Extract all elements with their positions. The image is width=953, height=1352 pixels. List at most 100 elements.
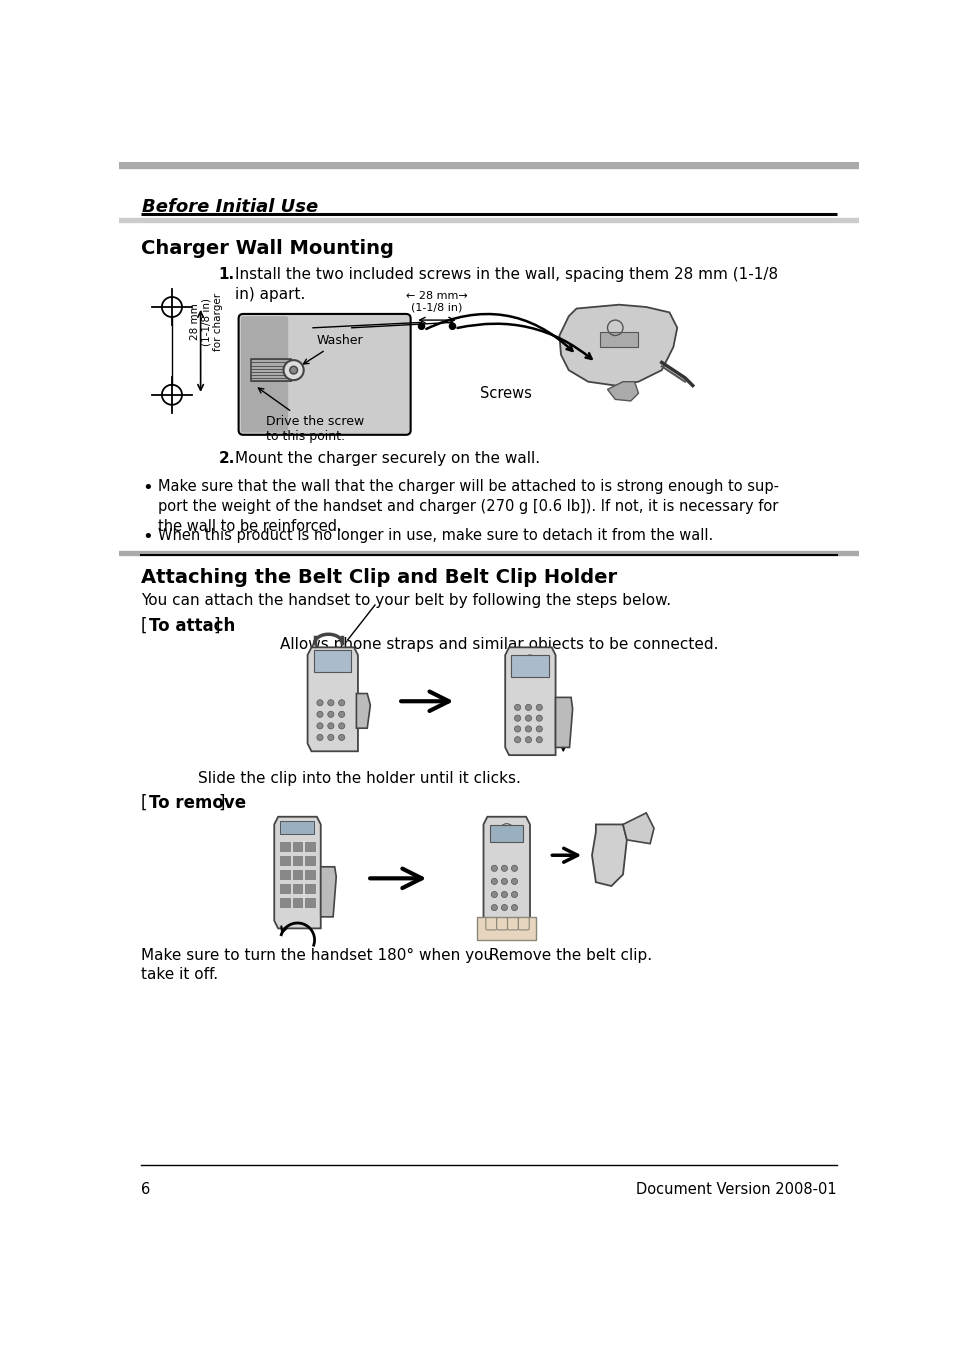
Text: Remove the belt clip.: Remove the belt clip. [488,948,651,963]
Polygon shape [592,825,626,886]
Text: You can attach the handset to your belt by following the steps below.: You can attach the handset to your belt … [141,594,670,608]
Circle shape [500,891,507,898]
Bar [280,884,290,892]
Text: Make sure to turn the handset 180° when you
take it off.: Make sure to turn the handset 180° when … [141,948,493,983]
Circle shape [449,323,456,330]
FancyBboxPatch shape [238,314,410,435]
Text: Install the two included screws in the wall, spacing them 28 mm (1-1/8
in) apart: Install the two included screws in the w… [235,266,778,301]
Text: To attach: To attach [149,617,234,634]
Text: When this product is no longer in use, make sure to detach it from the wall.: When this product is no longer in use, m… [158,529,713,544]
Bar [280,869,290,879]
Bar [293,842,302,852]
Circle shape [536,715,542,721]
Text: To remove: To remove [149,794,246,811]
Circle shape [511,904,517,911]
Bar [243,319,286,430]
Circle shape [511,865,517,872]
Circle shape [328,700,334,706]
Polygon shape [505,648,555,756]
Polygon shape [307,648,357,752]
Circle shape [316,734,323,741]
Circle shape [514,704,520,711]
Circle shape [316,723,323,729]
Circle shape [514,726,520,731]
Circle shape [491,891,497,898]
Polygon shape [483,817,530,925]
Text: ← 28 mm→
(1-1/8 in): ← 28 mm→ (1-1/8 in) [406,291,467,312]
Bar [293,884,302,892]
Polygon shape [274,817,320,929]
Text: Before Initial Use: Before Initial Use [142,199,318,216]
Text: •: • [142,480,153,498]
Circle shape [511,879,517,884]
Text: ]: ] [218,794,225,811]
Circle shape [338,723,344,729]
FancyBboxPatch shape [485,918,497,930]
Text: 2.: 2. [218,452,234,466]
Circle shape [525,737,531,742]
Text: Slide the clip into the holder until it clicks.: Slide the clip into the holder until it … [198,771,520,786]
Text: Make sure that the wall that the charger will be attached to is strong enough to: Make sure that the wall that the charger… [158,480,779,534]
Circle shape [491,904,497,911]
Bar [314,650,351,672]
Polygon shape [622,813,654,844]
Text: Screws: Screws [479,385,531,400]
FancyBboxPatch shape [241,316,288,433]
Bar [280,822,314,834]
Bar [293,856,302,865]
Bar [119,219,858,222]
Text: Attaching the Belt Clip and Belt Clip Holder: Attaching the Belt Clip and Belt Clip Ho… [141,568,617,587]
Bar [599,331,638,347]
Bar [293,898,302,907]
Circle shape [338,734,344,741]
Text: [: [ [141,617,148,634]
Circle shape [338,700,344,706]
Circle shape [536,704,542,711]
Bar [305,884,314,892]
Polygon shape [558,304,677,385]
Circle shape [491,879,497,884]
Circle shape [511,891,517,898]
Circle shape [338,711,344,718]
Bar [305,869,314,879]
Circle shape [328,711,334,718]
Polygon shape [555,698,572,748]
Circle shape [514,737,520,742]
Text: Washer: Washer [303,334,363,364]
Text: 28 mm
(1-1/8 in)
for charger: 28 mm (1-1/8 in) for charger [190,293,223,352]
Circle shape [525,715,531,721]
Bar [305,856,314,865]
Polygon shape [356,694,370,729]
Polygon shape [607,381,638,402]
Circle shape [500,865,507,872]
Bar [119,552,858,554]
Bar [280,898,290,907]
Text: Drive the screw
to this point.: Drive the screw to this point. [258,388,364,443]
Circle shape [500,904,507,911]
Bar [280,856,290,865]
Text: 1.: 1. [218,266,234,283]
FancyBboxPatch shape [517,918,529,930]
Circle shape [316,700,323,706]
Bar [305,898,314,907]
Polygon shape [320,867,335,917]
Bar [511,654,548,676]
Circle shape [536,726,542,731]
Circle shape [290,366,297,375]
Bar [489,825,522,842]
Circle shape [514,715,520,721]
Text: Charger Wall Mounting: Charger Wall Mounting [141,239,394,258]
Bar [251,360,291,381]
Circle shape [491,865,497,872]
Text: Allows phone straps and similar objects to be connected.: Allows phone straps and similar objects … [279,637,718,652]
Circle shape [328,734,334,741]
Bar [293,869,302,879]
FancyBboxPatch shape [507,918,517,930]
Bar [119,162,858,169]
Circle shape [328,723,334,729]
Bar [316,654,348,661]
Bar [305,842,314,852]
Text: •: • [142,529,153,546]
Circle shape [283,360,303,380]
Text: 6: 6 [141,1183,150,1198]
